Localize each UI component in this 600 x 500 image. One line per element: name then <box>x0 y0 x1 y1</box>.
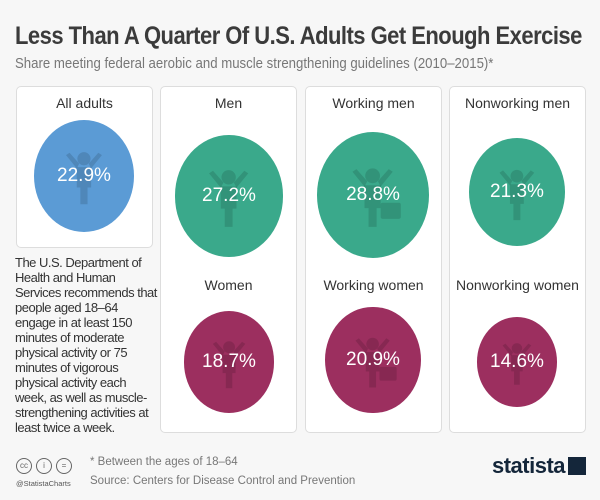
value-label: 18.7% <box>202 350 256 372</box>
value-label: 27.2% <box>202 184 256 206</box>
item-label: Working women <box>323 277 424 293</box>
value-circle: 28.8% <box>317 132 429 258</box>
woman-icon <box>212 340 246 388</box>
man-icon <box>499 169 535 220</box>
statista-logo[interactable]: statista <box>492 453 587 479</box>
value-circle: 20.9% <box>325 306 421 414</box>
no-derivatives-icon[interactable]: = <box>56 458 72 474</box>
chart-subtitle: Share meeting federal aerobic and muscle… <box>15 55 494 72</box>
value-circle: 18.7% <box>183 311 275 413</box>
item-label: All adults <box>56 95 113 111</box>
value-label: 14.6% <box>490 350 544 372</box>
value-circle: 21.3% <box>468 138 566 246</box>
brand-text: statista <box>492 453 566 478</box>
footnote: * Between the ages of 18–64 <box>90 456 238 468</box>
description-text: The U.S. Department of Health and Human … <box>15 255 157 435</box>
item-label: Nonworking men <box>464 95 571 111</box>
working-woman-icon <box>355 337 398 388</box>
item-label: Women <box>204 277 253 293</box>
twitter-handle[interactable]: @StatistaCharts <box>16 479 71 488</box>
value-label: 21.3% <box>490 180 544 202</box>
chart-title: Less Than A Quarter Of U.S. Adults Get E… <box>15 22 582 50</box>
source: Source: Centers for Disease Control and … <box>90 475 356 487</box>
value-label: 28.8% <box>346 183 400 205</box>
man-icon <box>209 170 249 228</box>
value-circle: 27.2% <box>174 135 284 257</box>
item-label: Men <box>214 95 243 111</box>
value-circle: 22.9% <box>34 120 134 232</box>
working-man-icon <box>352 168 402 228</box>
woman-icon <box>502 343 532 385</box>
item-label: Working men <box>332 95 415 111</box>
statista-logo-icon <box>568 457 587 475</box>
item-label: Nonworking women <box>456 277 579 293</box>
value-circle: 14.6% <box>477 317 557 407</box>
value-label: 22.9% <box>57 164 111 186</box>
cc-license-icon[interactable]: cc <box>16 458 32 474</box>
adults-icon <box>66 152 102 205</box>
attribution-icon[interactable]: i <box>36 458 52 474</box>
value-label: 20.9% <box>346 348 400 370</box>
